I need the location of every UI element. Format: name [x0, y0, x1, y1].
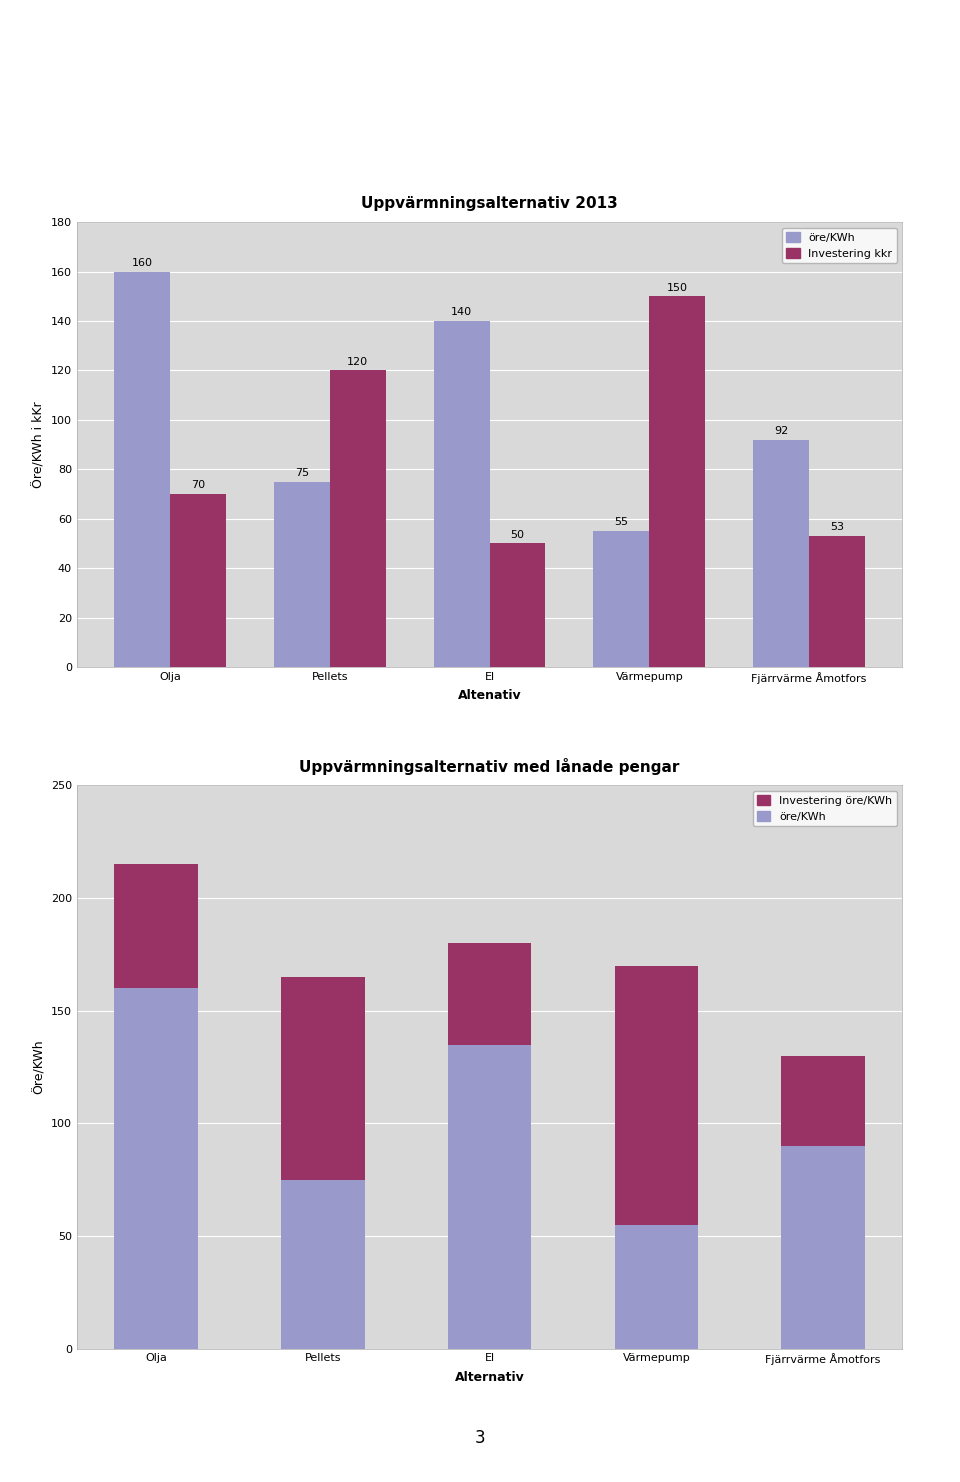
Legend: öre/KWh, Investering kkr: öre/KWh, Investering kkr: [781, 228, 897, 264]
Bar: [649, 296, 706, 667]
Text: 50: 50: [511, 529, 524, 539]
Bar: [753, 440, 809, 667]
Title: Uppvärmningsalternativ med lånade pengar: Uppvärmningsalternativ med lånade pengar: [300, 757, 680, 775]
Bar: [593, 531, 649, 667]
Y-axis label: Öre/KWh: Öre/KWh: [33, 1040, 45, 1094]
Legend: Investering öre/KWh, öre/KWh: Investering öre/KWh, öre/KWh: [753, 791, 897, 827]
Text: 150: 150: [667, 283, 687, 293]
Bar: [490, 544, 545, 667]
Bar: [448, 943, 531, 1045]
Text: 53: 53: [830, 522, 844, 532]
X-axis label: Altenativ: Altenativ: [458, 689, 521, 702]
Bar: [809, 536, 865, 667]
Text: 160: 160: [132, 258, 153, 268]
Text: 120: 120: [348, 357, 369, 368]
Y-axis label: Öre/KWh i kKr: Öre/KWh i kKr: [33, 402, 45, 488]
Text: 75: 75: [295, 468, 309, 477]
Bar: [781, 1055, 865, 1146]
Title: Uppvärmningsalternativ 2013: Uppvärmningsalternativ 2013: [361, 197, 618, 212]
Text: 92: 92: [774, 425, 788, 436]
X-axis label: Alternativ: Alternativ: [455, 1371, 524, 1384]
Bar: [614, 1224, 698, 1349]
Bar: [330, 370, 386, 667]
Bar: [281, 977, 365, 1180]
Bar: [170, 494, 227, 667]
Bar: [614, 966, 698, 1224]
Bar: [281, 1180, 365, 1349]
Bar: [781, 1146, 865, 1349]
Text: 70: 70: [191, 480, 205, 491]
Bar: [274, 482, 330, 667]
Text: 3: 3: [474, 1429, 486, 1446]
Bar: [114, 988, 198, 1349]
Bar: [114, 864, 198, 988]
Bar: [448, 1045, 531, 1349]
Text: 55: 55: [614, 517, 629, 528]
Bar: [434, 322, 490, 667]
Text: 140: 140: [451, 307, 472, 317]
Bar: [114, 271, 170, 667]
